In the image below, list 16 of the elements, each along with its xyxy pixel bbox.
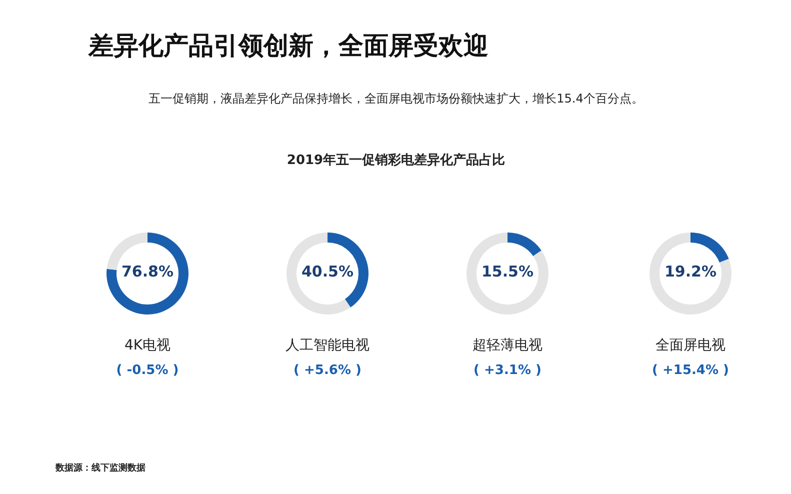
text: 数据源：线下监测数据 [54,462,146,474]
text: 差异化产品引领创新，全面屏受欢迎 [88,31,488,60]
data-label: 40.5% [301,262,354,280]
text: ( +15.4% ) [652,363,729,378]
text: 人工智能电视 [286,338,370,354]
data-label: 15.5% [481,262,534,280]
data-label: 19.2% [664,262,717,280]
text: 4K电视 [124,338,171,354]
text: 2019年五一促销彩电差异化产品占比 [286,152,506,168]
text: 五一促销期，液晶差异化产品保持增长，全面屏电视市场份额快速扩大，增长15.4个百分点。 [148,92,644,106]
text: 超轻薄电视 [472,338,542,354]
text: 全面屏电视 [656,338,726,354]
text: ( +3.1% ) [474,363,542,378]
text: ( +5.6% ) [294,363,362,378]
text: ( -0.5% ) [116,363,179,378]
data-label: 76.8% [121,262,174,280]
